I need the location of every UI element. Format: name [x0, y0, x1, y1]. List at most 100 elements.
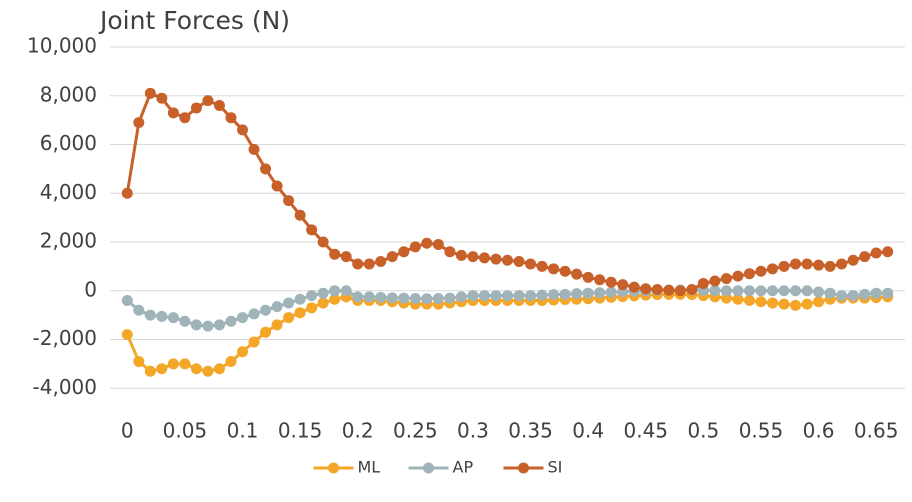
data-point	[190, 319, 202, 331]
data-point	[778, 260, 790, 272]
data-point	[467, 290, 479, 302]
data-point	[571, 268, 583, 280]
data-point	[432, 238, 444, 250]
x-tick-label: 0.4	[572, 419, 604, 443]
data-point	[605, 276, 617, 288]
data-point	[202, 320, 214, 332]
data-point	[709, 285, 721, 297]
data-point	[432, 293, 444, 305]
data-point	[306, 302, 318, 314]
data-point	[329, 285, 341, 297]
data-point	[801, 298, 813, 310]
data-point	[352, 258, 364, 270]
data-point	[859, 288, 871, 300]
data-point	[271, 301, 283, 313]
data-point	[237, 346, 248, 358]
data-point	[732, 293, 744, 305]
data-point	[421, 237, 433, 249]
data-point	[144, 87, 156, 99]
data-point	[594, 287, 606, 299]
data-point	[513, 256, 525, 267]
data-point	[767, 263, 778, 275]
data-point	[133, 117, 145, 129]
data-point	[836, 258, 848, 270]
legend-label: SI	[548, 458, 563, 477]
data-point	[813, 259, 825, 271]
data-point	[444, 246, 456, 258]
data-point	[190, 102, 202, 114]
data-point	[409, 241, 421, 253]
data-point	[363, 258, 375, 270]
data-point	[283, 312, 295, 324]
legend-marker	[328, 462, 339, 474]
legend-marker	[518, 462, 529, 474]
data-point	[502, 290, 513, 302]
data-point	[237, 312, 248, 324]
data-point	[179, 358, 191, 370]
data-point	[824, 260, 836, 272]
data-point	[271, 180, 283, 192]
data-point	[213, 319, 225, 331]
data-point	[294, 293, 306, 305]
data-point	[375, 291, 387, 303]
x-tick-label: 0.05	[163, 419, 208, 443]
data-point	[213, 363, 225, 375]
data-point	[755, 265, 767, 277]
data-point	[732, 270, 744, 282]
data-point	[317, 297, 329, 309]
data-point	[225, 112, 237, 124]
data-point	[317, 287, 329, 299]
data-point	[133, 355, 145, 367]
data-point	[559, 265, 571, 277]
data-point	[882, 246, 894, 258]
data-point	[663, 284, 675, 296]
data-point	[743, 285, 755, 297]
data-point	[248, 308, 260, 320]
data-point	[260, 304, 272, 316]
data-point	[743, 295, 755, 306]
data-point	[317, 236, 329, 248]
data-point	[559, 288, 571, 300]
data-point	[836, 290, 848, 302]
data-point	[628, 281, 640, 293]
data-point	[294, 307, 306, 319]
data-point	[824, 287, 836, 299]
data-point	[548, 289, 560, 301]
data-point	[467, 251, 479, 263]
y-tick-label: 6,000	[40, 131, 97, 155]
data-point	[306, 224, 318, 236]
data-point	[790, 299, 802, 311]
data-point	[156, 363, 168, 375]
data-point	[271, 319, 283, 331]
data-point	[121, 187, 133, 199]
data-point	[478, 252, 490, 264]
data-point	[697, 277, 709, 289]
data-point	[283, 195, 295, 207]
data-point	[720, 285, 732, 297]
data-point	[340, 285, 352, 297]
data-point	[582, 287, 594, 299]
data-point	[813, 286, 825, 298]
data-point	[720, 273, 732, 285]
data-point	[640, 283, 652, 295]
data-point	[248, 143, 260, 155]
x-tick-label: 0.25	[393, 419, 438, 443]
data-point	[294, 209, 306, 221]
data-point	[490, 290, 502, 302]
data-point	[870, 247, 882, 259]
data-point	[513, 290, 525, 302]
x-tick-label: 0.5	[687, 419, 719, 443]
x-tick-label: 0.15	[278, 419, 323, 443]
data-point	[571, 288, 583, 300]
legend-marker	[423, 462, 434, 474]
x-tick-label: 0.65	[854, 419, 899, 443]
data-point	[329, 293, 341, 305]
data-point	[801, 258, 813, 270]
data-point	[398, 292, 410, 304]
data-point	[709, 275, 721, 287]
y-tick-label: 10,000	[27, 34, 97, 58]
y-tick-label: 0	[84, 277, 97, 301]
data-point	[755, 296, 767, 308]
data-point	[260, 163, 272, 175]
